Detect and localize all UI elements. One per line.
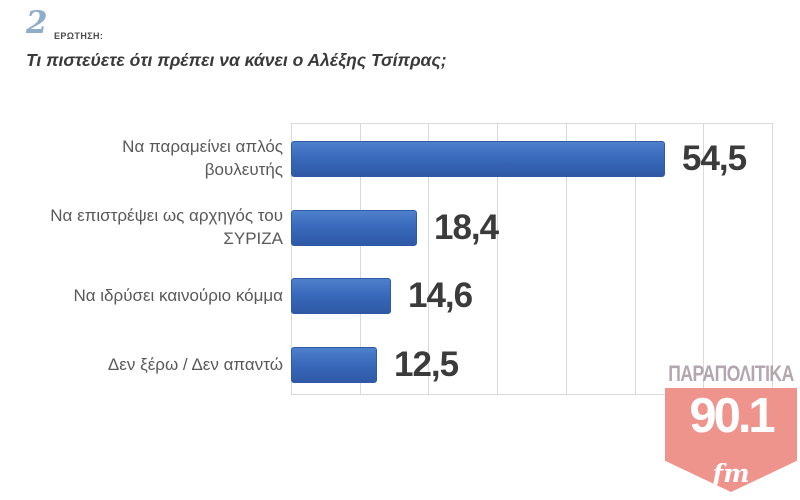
- question-label: ΕΡΩΤΗΣΗ:: [54, 31, 104, 41]
- plot-top-border: [291, 123, 772, 124]
- gridline: [359, 123, 361, 394]
- category-label: Να επιστρέψει ως αρχηγός του ΣΥΡΙΖΑ: [50, 206, 283, 248]
- question-number: 2: [26, 5, 48, 41]
- gridline: [428, 123, 430, 394]
- bar: [291, 278, 391, 314]
- gridline: [772, 123, 773, 394]
- category-label: Να παραμείνει απλός βουλευτής: [122, 137, 283, 179]
- station-name: ΠΑΡΑΠΟΛΙΤΙΚΑ: [668, 361, 794, 386]
- value-label: 14,6: [408, 276, 473, 315]
- bar: [291, 141, 665, 177]
- plot-bottom-border: [291, 394, 772, 395]
- gridline: [634, 123, 636, 394]
- category-label: Να ιδρύσει καινούριο κόμμα: [73, 285, 283, 305]
- category-label: Δεν ξέρω / Δεν απαντώ: [107, 354, 283, 374]
- gridline: [291, 123, 292, 394]
- radio-station-watermark: ΠΑΡΑΠΟΛΙΤΙΚΑ 90.1 fm: [665, 361, 797, 492]
- bar: [291, 210, 417, 246]
- frequency-badge: 90.1 fm: [665, 388, 797, 492]
- gridline: [703, 123, 705, 394]
- bar: [291, 347, 377, 383]
- fm-band-label: fm: [712, 459, 750, 488]
- value-label: 54,5: [682, 139, 747, 178]
- gridline: [497, 123, 499, 394]
- frequency-number: 90.1: [689, 389, 775, 443]
- value-label: 18,4: [434, 208, 499, 247]
- chart-title: Τι πιστεύετε ότι πρέπει να κάνει ο Αλέξη…: [26, 50, 447, 70]
- gridline: [565, 123, 567, 394]
- value-label: 12,5: [394, 345, 459, 384]
